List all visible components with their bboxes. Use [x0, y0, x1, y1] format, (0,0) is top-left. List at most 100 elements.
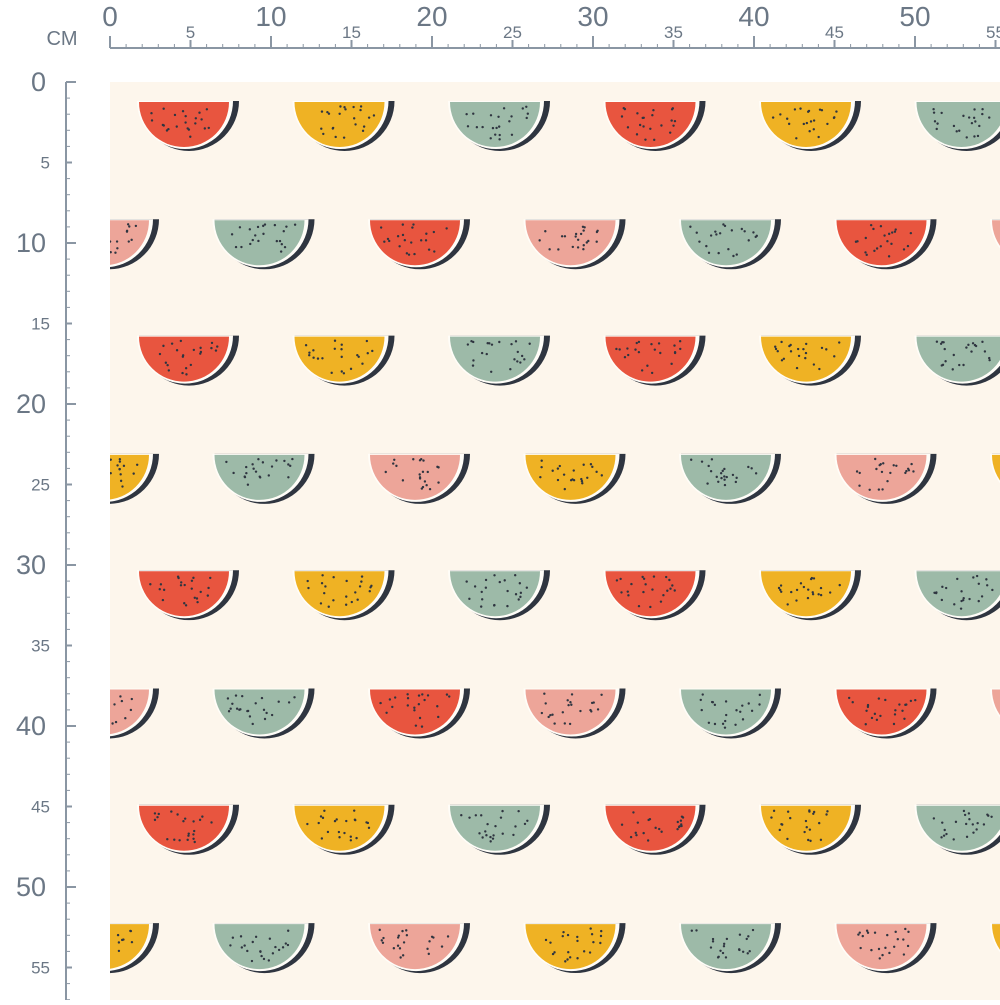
slice-seed [343, 106, 345, 108]
slice-seed [402, 223, 404, 225]
slice-seed [679, 340, 681, 342]
slice-seed [508, 120, 510, 122]
slice-seed [583, 950, 585, 952]
slice-seed [402, 234, 404, 236]
slice-seed [934, 120, 936, 122]
slice-seed [427, 694, 429, 696]
slice-seed [566, 958, 568, 960]
slice-seed [323, 592, 325, 594]
slice-seed [308, 354, 310, 356]
slice-seed [956, 130, 958, 132]
slice-seed [813, 577, 815, 579]
slice-seed [150, 112, 152, 114]
slice-seed [195, 117, 197, 119]
slice-seed [519, 596, 521, 598]
slice-seed [553, 722, 555, 724]
slice-seed [774, 346, 776, 348]
slice-seed [580, 233, 582, 235]
slice-seed [790, 591, 792, 593]
slice-seed [968, 818, 970, 820]
slice-seed [499, 581, 501, 583]
slice-seed [264, 223, 266, 225]
slice-seed [670, 363, 672, 365]
slice-seed [632, 811, 634, 813]
slice-seed [356, 599, 358, 601]
slice-seed [807, 111, 809, 113]
slice-seed [429, 488, 431, 490]
slice-seed [912, 470, 914, 472]
slice-seed [369, 590, 371, 592]
slice-seed [397, 235, 399, 237]
slice-seed [974, 120, 976, 122]
slice-seed [575, 233, 577, 235]
slice-seed [135, 225, 137, 227]
slice-seed [615, 348, 617, 350]
slice-seed [185, 373, 187, 375]
slice-seed [247, 484, 249, 486]
slice-seed [724, 726, 726, 728]
slice-seed [271, 714, 273, 716]
slice-seed [574, 235, 576, 237]
slice-seed [619, 578, 621, 580]
slice-seed [956, 578, 958, 580]
slice-seed [739, 711, 741, 713]
slice-seed [498, 125, 500, 127]
slice-seed [173, 839, 175, 841]
slice-seed [268, 474, 270, 476]
slice-seed [813, 128, 815, 130]
slice-seed [795, 599, 797, 601]
slice-seed [569, 723, 571, 725]
slice-seed [433, 250, 435, 252]
slice-seed [539, 476, 541, 478]
slice-seed [228, 710, 230, 712]
slice-seed [893, 723, 895, 725]
slice-seed [478, 832, 480, 834]
slice-seed [162, 108, 164, 110]
slice-seed [732, 474, 734, 476]
slice-seed [698, 240, 700, 242]
slice-seed [361, 575, 363, 577]
slice-seed [736, 253, 738, 255]
slice-seed [332, 127, 334, 129]
slice-seed [944, 829, 946, 831]
slice-seed [779, 113, 781, 115]
slice-seed [229, 708, 231, 710]
slice-seed [894, 709, 896, 711]
slice-seed [879, 715, 881, 717]
slice-seed [986, 584, 988, 586]
slice-seed [649, 128, 651, 130]
slice-seed [880, 245, 882, 247]
slice-seed [862, 935, 864, 937]
slice-seed [770, 816, 772, 818]
slice-seed [204, 127, 206, 129]
slice-seed [662, 594, 664, 596]
slice-seed [182, 110, 184, 112]
slice-seed [833, 117, 835, 119]
slice-seed [120, 480, 122, 482]
slice-seed [426, 948, 428, 950]
slice-seed [875, 468, 877, 470]
slice-seed [528, 343, 530, 345]
slice-seed [708, 722, 710, 724]
left-ruler-label: 55 [31, 959, 50, 978]
slice-seed [591, 466, 593, 468]
slice-seed [232, 937, 234, 939]
slice-seed [527, 113, 529, 115]
slice-seed [119, 695, 121, 697]
slice-seed [182, 354, 184, 356]
slice-seed [232, 472, 234, 474]
slice-seed [818, 822, 820, 824]
slice-seed [660, 124, 662, 126]
slice-seed [510, 115, 512, 117]
slice-seed [618, 348, 620, 350]
slice-seed [676, 828, 678, 830]
slice-seed [255, 936, 257, 938]
slice-seed [485, 587, 487, 589]
slice-seed [551, 714, 553, 716]
slice-seed [788, 123, 790, 125]
slice-seed [712, 938, 714, 940]
slice-seed [468, 816, 470, 818]
slice-seed [227, 697, 229, 699]
slice-seed [421, 725, 423, 727]
left-ruler-label: 5 [41, 154, 50, 173]
